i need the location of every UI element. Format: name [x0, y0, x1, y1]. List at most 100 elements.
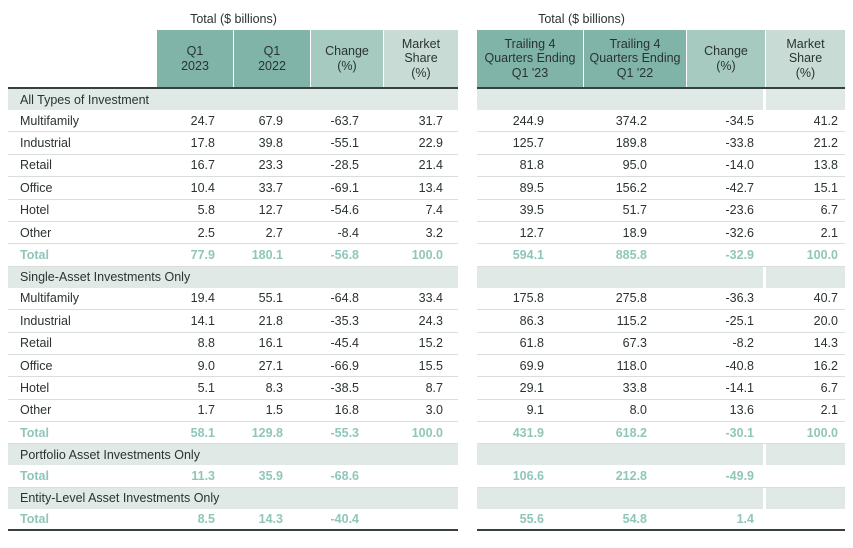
row-left-group: Office 9.0 27.1 -66.9 15.5 — [8, 355, 458, 378]
table-gutter — [458, 110, 477, 132]
total-row: Total 11.3 35.9 -68.6 106.6 212.8 -49.9 — [8, 465, 845, 488]
value-cell: 95.0 — [622, 158, 647, 173]
value-cell: -14.0 — [725, 158, 755, 173]
section-header-right — [477, 266, 845, 288]
table-gutter — [458, 222, 477, 244]
section-header-row: Portfolio Asset Investments Only — [8, 444, 845, 466]
value-cell: -14.1 — [725, 380, 755, 395]
value-cell: 5.1 — [197, 380, 215, 395]
header-cell-line: Trailing 4 — [609, 36, 661, 51]
value-cell: 12.7 — [519, 225, 544, 240]
value-cell: -55.3 — [330, 425, 360, 440]
value-cell: -69.1 — [330, 180, 360, 195]
value-cell: 3.0 — [425, 403, 443, 418]
investment-activity-table: Total ($ billions) Total ($ billions) Q1… — [8, 12, 845, 532]
row-left-group: Other 1.7 1.5 16.8 3.0 — [8, 400, 458, 423]
right-group-title: Total ($ billions) — [538, 12, 625, 26]
value-cell: 51.7 — [622, 203, 647, 218]
row-label: Multifamily — [20, 291, 80, 306]
value-cell: 11.3 — [191, 469, 215, 484]
row-label: Office — [20, 358, 53, 373]
value-cell: 89.5 — [519, 180, 544, 195]
value-cell: 33.7 — [258, 180, 283, 195]
value-cell: 15.5 — [418, 358, 443, 373]
value-cell: 12.7 — [258, 203, 283, 218]
section-header-row: Entity-Level Asset Investments Only — [8, 487, 845, 509]
value-cell: -54.6 — [330, 203, 360, 218]
row-label: Office — [20, 180, 53, 195]
section-header-row: All Types of Investment — [8, 89, 845, 110]
value-cell: 39.5 — [519, 203, 544, 218]
header-cell-line: (%) — [411, 65, 431, 80]
table-gutter — [458, 89, 477, 110]
row-label: Hotel — [20, 203, 50, 218]
value-cell: 1.5 — [265, 403, 283, 418]
value-cell: 77.9 — [190, 248, 215, 263]
column-header-row: Q1 2023 Q1 2022 Change (%) Market Share (%) Trai… — [8, 30, 845, 89]
row-left-group: Total 58.1 129.8 -55.3 100.0 — [8, 422, 458, 445]
header-cell-line: Change — [325, 44, 369, 58]
header-cell-right-2: Change (%) — [686, 30, 765, 87]
value-cell: 22.9 — [418, 136, 443, 151]
table-gutter — [458, 355, 477, 377]
header-cell-line: Q1 — [263, 44, 281, 58]
value-cell: -63.7 — [330, 113, 360, 128]
value-cell: 24.7 — [190, 113, 215, 128]
value-cell: 618.2 — [615, 425, 647, 440]
value-cell: 20.0 — [813, 313, 838, 328]
right-header-group: Trailing 4 Quarters Ending Q1 '23 Trailing … — [477, 30, 845, 89]
value-cell: 3.2 — [425, 225, 443, 240]
row-label: Total — [20, 425, 49, 440]
row-label: Multifamily — [20, 113, 80, 128]
header-cell-left-1: Q1 2022 — [233, 30, 310, 87]
row-right-group: 175.8 275.8 -36.3 40.7 — [477, 288, 845, 311]
value-cell: 16.8 — [334, 403, 359, 418]
row-label: Retail — [20, 336, 52, 351]
value-cell: 1.4 — [736, 512, 754, 527]
table-gutter — [458, 509, 477, 531]
header-cell-right-3: Market Share (%) — [765, 30, 845, 87]
value-cell: 67.3 — [622, 336, 647, 351]
total-row: Total 77.9 180.1 -56.8 100.0 594.1 885.8 -32.9 1… — [8, 244, 845, 267]
value-cell: 100.0 — [806, 425, 838, 440]
value-cell: 16.2 — [813, 358, 838, 373]
header-cell-right-1: Trailing 4 Quarters Ending Q1 '22 — [583, 30, 686, 87]
value-cell: 40.7 — [813, 291, 838, 306]
value-cell: -32.9 — [725, 248, 755, 263]
table-gutter — [458, 30, 477, 89]
table-row: Other 1.7 1.5 16.8 3.0 9.1 8.0 13.6 2.1 — [8, 400, 845, 423]
value-cell: 69.9 — [519, 358, 544, 373]
value-cell: 24.3 — [418, 313, 443, 328]
value-cell: -45.4 — [330, 336, 360, 351]
value-cell: 6.7 — [820, 203, 838, 218]
value-cell: 275.8 — [615, 291, 647, 306]
value-cell: 8.7 — [425, 380, 443, 395]
value-cell: 29.1 — [519, 380, 544, 395]
value-cell: 212.8 — [615, 469, 647, 484]
header-cell-right-0: Trailing 4 Quarters Ending Q1 '23 — [477, 30, 583, 87]
row-right-group: 29.1 33.8 -14.1 6.7 — [477, 377, 845, 400]
table-row: Other 2.5 2.7 -8.4 3.2 12.7 18.9 -32.6 2.1 — [8, 222, 845, 245]
table-gutter — [458, 400, 477, 422]
header-cell-line: Share — [788, 51, 823, 66]
section-header-right — [477, 89, 845, 110]
value-cell: 31.7 — [418, 113, 443, 128]
value-cell: 125.7 — [512, 136, 544, 151]
row-label: Industrial — [20, 136, 71, 151]
header-cell-line: (%) — [337, 58, 357, 73]
row-left-group: Hotel 5.8 12.7 -54.6 7.4 — [8, 200, 458, 222]
value-cell: -33.8 — [725, 136, 755, 151]
value-cell: 100.0 — [411, 425, 443, 440]
value-cell: -8.2 — [732, 336, 754, 351]
row-right-group: 431.9 618.2 -30.1 100.0 — [477, 422, 845, 445]
row-left-group: Multifamily 19.4 55.1 -64.8 33.4 — [8, 288, 458, 311]
row-right-group: 86.3 115.2 -25.1 20.0 — [477, 310, 845, 333]
section-title: Portfolio Asset Investments Only — [20, 447, 200, 462]
section-title: All Types of Investment — [20, 92, 149, 107]
table-gutter — [458, 310, 477, 332]
table-body: All Types of Investment Multifamily 24.7 67… — [8, 89, 845, 532]
header-cell-line: 2023 — [181, 58, 209, 73]
value-cell: 13.4 — [418, 180, 443, 195]
value-cell: -30.1 — [725, 425, 755, 440]
section-header: Portfolio Asset Investments Only — [8, 444, 458, 466]
